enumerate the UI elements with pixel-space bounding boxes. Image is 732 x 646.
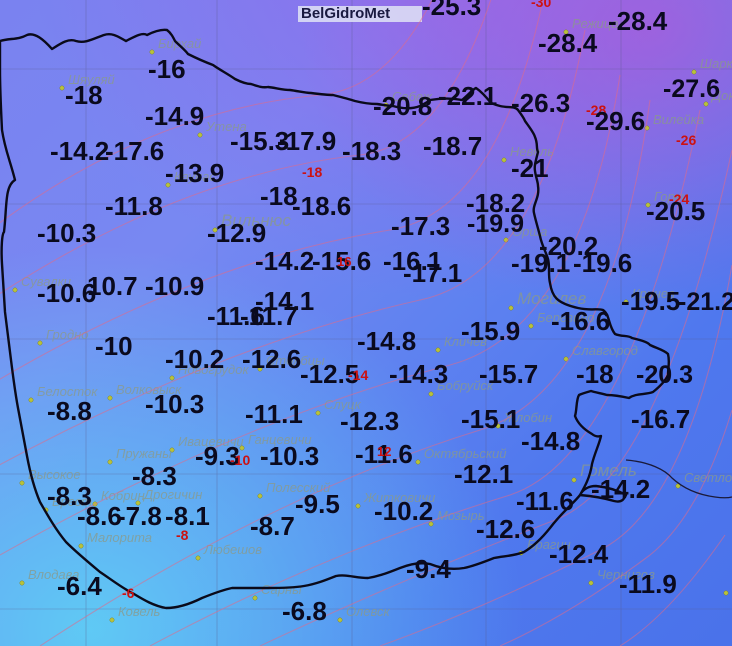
svg-text:-12.4: -12.4	[549, 539, 609, 569]
svg-text:Олевск: Олевск	[346, 604, 391, 619]
svg-text:-20.5: -20.5	[646, 196, 705, 226]
svg-text:-13.9: -13.9	[165, 158, 224, 188]
svg-text:-16: -16	[148, 54, 186, 84]
svg-text:-14.2: -14.2	[591, 474, 650, 504]
svg-text:-8.6: -8.6	[77, 501, 122, 531]
svg-text:-10: -10	[230, 452, 250, 468]
svg-text:-8.7: -8.7	[250, 511, 295, 541]
svg-text:-17.3: -17.3	[391, 211, 450, 241]
svg-text:-19.9: -19.9	[467, 210, 524, 238]
svg-text:-15.9: -15.9	[461, 316, 520, 346]
svg-text:-12.6: -12.6	[242, 344, 301, 374]
svg-text:12: 12	[377, 444, 391, 459]
svg-text:-12.3: -12.3	[340, 406, 399, 436]
svg-text:-15.1: -15.1	[461, 404, 520, 434]
svg-text:Бирхай: Бирхай	[158, 36, 201, 51]
svg-text:-10.3: -10.3	[145, 389, 204, 419]
svg-text:-12.1: -12.1	[454, 459, 513, 489]
svg-text:-14.8: -14.8	[521, 426, 580, 456]
svg-text:-26: -26	[676, 132, 696, 148]
svg-text:-28.4: -28.4	[608, 6, 668, 36]
svg-text:Сарны: Сарны	[261, 582, 302, 597]
svg-text:-10.3: -10.3	[37, 218, 96, 248]
svg-text:-8: -8	[176, 527, 189, 543]
svg-text:-10.3: -10.3	[260, 441, 319, 471]
svg-text:-11.8: -11.8	[105, 191, 163, 221]
svg-text:-6.4: -6.4	[57, 571, 102, 601]
svg-text:-14.8: -14.8	[357, 326, 416, 356]
svg-text:-14: -14	[348, 367, 368, 383]
svg-text:-18: -18	[302, 164, 322, 180]
svg-text:-14.9: -14.9	[145, 101, 204, 131]
svg-text:-11.1: -11.1	[245, 399, 303, 429]
svg-text:-28.4: -28.4	[538, 28, 598, 58]
svg-text:-18.7: -18.7	[423, 131, 482, 161]
svg-text:-30: -30	[531, 0, 551, 10]
svg-text:-16.7: -16.7	[631, 404, 690, 434]
svg-text:-19.1: -19.1	[511, 248, 570, 278]
svg-text:-12.6: -12.6	[476, 514, 535, 544]
svg-text:Малорита: Малорита	[87, 530, 152, 545]
svg-text:-7.8: -7.8	[117, 501, 162, 531]
svg-text:Ковель: Ковель	[118, 604, 161, 619]
svg-text:-18.3: -18.3	[342, 136, 401, 166]
svg-text:10.7: 10.7	[87, 271, 138, 301]
svg-text:-6: -6	[122, 585, 135, 601]
svg-text:Высокое: Высокое	[28, 467, 81, 482]
svg-text:-22.1: -22.1	[438, 81, 497, 111]
svg-text:Пружаны: Пружаны	[116, 446, 172, 461]
svg-text:Шаркошина: Шаркошина	[700, 56, 732, 71]
svg-text:-10.2: -10.2	[374, 496, 433, 526]
svg-text:-17.1: -17.1	[403, 258, 462, 288]
svg-text:-18: -18	[576, 359, 614, 389]
svg-text:-9.4: -9.4	[406, 554, 451, 584]
svg-text:-14.2: -14.2	[50, 136, 109, 166]
svg-text:-10.2: -10.2	[165, 344, 224, 374]
svg-text:-25.3: -25.3	[422, 0, 481, 21]
svg-text:-17.6: -17.6	[105, 136, 164, 166]
svg-text:-10: -10	[95, 331, 133, 361]
svg-text:-8.8: -8.8	[47, 396, 92, 426]
svg-text:-11.9: -11.9	[619, 569, 677, 599]
svg-text:-29.6: -29.6	[586, 106, 645, 136]
svg-text:-14.3: -14.3	[389, 359, 448, 389]
svg-text:-14.2: -14.2	[255, 246, 314, 276]
svg-text:-12.9: -12.9	[207, 218, 266, 248]
svg-text:-11.7: -11.7	[240, 301, 298, 331]
svg-text:-18: -18	[65, 80, 103, 110]
svg-text:-17.9: -17.9	[277, 126, 336, 156]
svg-text:-27.6: -27.6	[663, 75, 720, 103]
svg-text:-20.8: -20.8	[373, 91, 432, 121]
svg-text:Светлогорск: Светлогорск	[684, 470, 732, 485]
svg-text:-19.6: -19.6	[573, 248, 632, 278]
svg-text:-16.6: -16.6	[551, 306, 610, 336]
svg-text:16: 16	[337, 254, 351, 269]
svg-text:-26.3: -26.3	[511, 88, 570, 118]
svg-text:-6.8: -6.8	[282, 596, 327, 626]
svg-text:-19.5: -19.5	[621, 286, 680, 316]
svg-text:-18.6: -18.6	[292, 191, 351, 221]
svg-text:-21.2: -21.2	[678, 288, 732, 316]
svg-text:BelGidroMet: BelGidroMet	[301, 5, 390, 22]
svg-text:-8.3: -8.3	[132, 461, 177, 491]
svg-text:-9.5: -9.5	[295, 489, 340, 519]
svg-text:-10.9: -10.9	[145, 271, 204, 301]
svg-text:-20.3: -20.3	[636, 361, 693, 389]
svg-text:-11.6: -11.6	[516, 486, 574, 516]
svg-text:-21: -21	[511, 153, 549, 183]
svg-text:-15.7: -15.7	[479, 359, 538, 389]
